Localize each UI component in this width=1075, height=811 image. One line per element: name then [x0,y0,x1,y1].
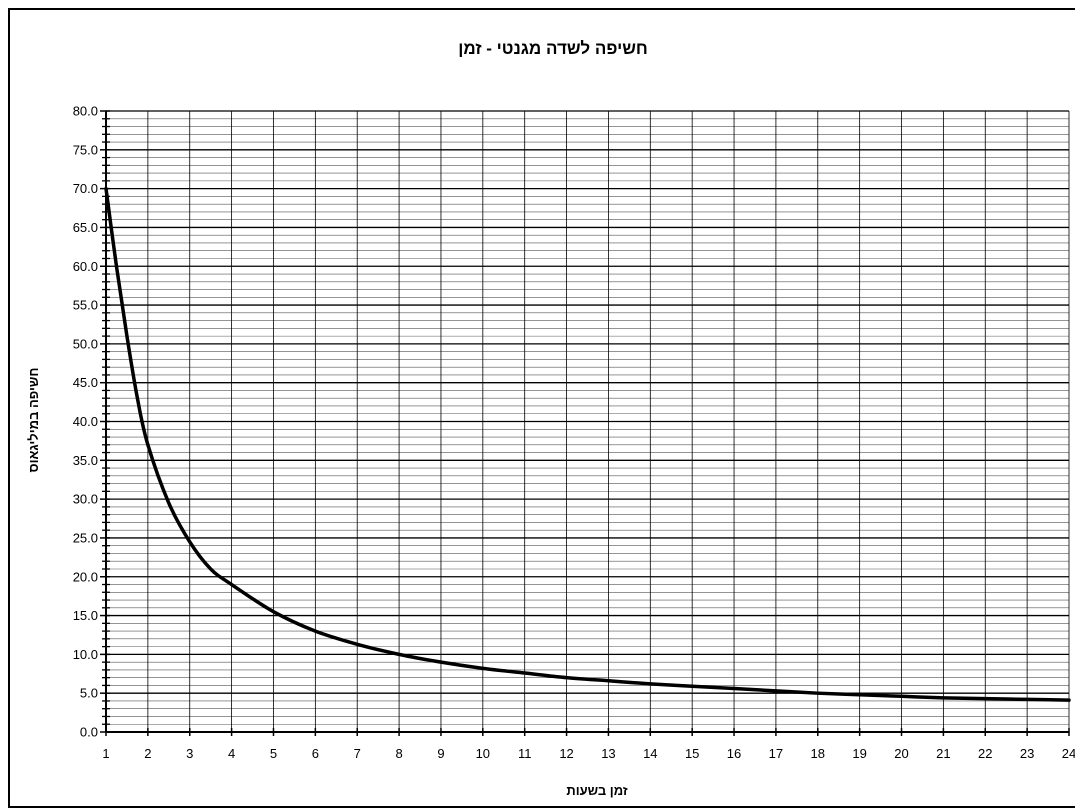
y-tick-label: 80.0 [73,104,98,119]
x-tick-label: 22 [978,746,992,761]
x-tick-label: 24 [1062,746,1075,761]
grid-layer [105,110,1070,733]
x-tick-label: 16 [727,746,741,761]
x-tick-label: 20 [894,746,908,761]
chart-title: חשיפה לשדה מגנטי - זמן [458,39,648,58]
x-tick-label: 5 [270,746,277,761]
x-tick-label: 19 [852,746,866,761]
x-tick-label: 13 [601,746,615,761]
x-tick-label: 23 [1020,746,1034,761]
series-layer [104,186,1071,702]
y-tick-label: 55.0 [73,298,98,313]
chart-svg: 0.0 5.0 10.0 15.0 20.0 25.0 30.0 35.0 40.0 45.0 50… [26,39,1075,798]
x-tick-label: 7 [354,746,361,761]
x-tick-label: 2 [144,746,151,761]
x-tick-label: 15 [685,746,699,761]
axes-layer [100,110,1070,736]
x-tick-label: 11 [518,746,532,761]
chart-frame: 0.0 5.0 10.0 15.0 20.0 25.0 30.0 35.0 40.0 45.0 50… [8,8,1075,808]
y-tick-label: 35.0 [73,453,98,468]
y-tick-label: 45.0 [73,375,98,390]
x-tick-label: 18 [811,746,825,761]
y-tick-label: 50.0 [73,336,98,351]
x-tick-label: 9 [437,746,444,761]
x-axis-label: זמן בשעות [566,783,628,798]
ticks-layer: 0.0 5.0 10.0 15.0 20.0 25.0 30.0 35.0 40.0 45.0 50… [73,104,1075,762]
y-tick-label: 65.0 [73,220,98,235]
y-tick-label: 0.0 [80,725,98,740]
y-tick-label: 20.0 [73,569,98,584]
y-tick-label: 40.0 [73,414,98,429]
y-tick-label: 15.0 [73,608,98,623]
x-tick-label: 3 [186,746,193,761]
x-tick-label: 6 [312,746,319,761]
y-tick-label: 75.0 [73,142,98,157]
x-tick-label: 12 [559,746,573,761]
y-tick-label: 10.0 [73,647,98,662]
series-line [104,186,1071,702]
y-tick-label: 70.0 [73,181,98,196]
y-tick-label: 60.0 [73,259,98,274]
y-tick-label: 25.0 [73,530,98,545]
x-tick-label: 17 [769,746,783,761]
x-tick-label: 4 [228,746,235,761]
x-tick-label: 14 [643,746,657,761]
x-tick-label: 21 [936,746,950,761]
x-tick-label: 8 [395,746,402,761]
y-tick-label: 30.0 [73,492,98,507]
y-tick-label: 5.0 [80,686,98,701]
y-axis-label: חשיפה במיליגאוס [26,368,41,473]
x-tick-label: 10 [476,746,490,761]
x-tick-label: 1 [102,746,109,761]
